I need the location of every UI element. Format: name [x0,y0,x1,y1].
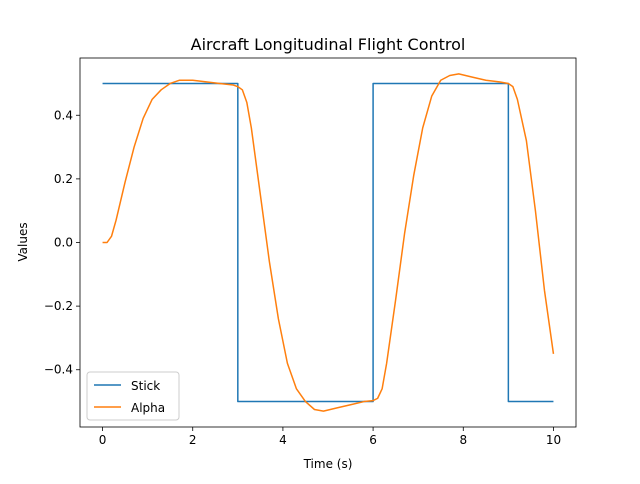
legend-label-alpha: Alpha [131,401,165,415]
y-tick-label: 0.0 [54,236,73,250]
series-line-alpha [102,73,555,412]
y-tick-label: 0.2 [54,172,73,186]
legend-box [86,371,180,421]
x-tick-label: 8 [459,433,467,447]
y-tick-label: −0.4 [44,363,73,377]
x-axis-label: Time (s) [303,457,353,471]
chart-title: Aircraft Longitudinal Flight Control [191,35,466,54]
y-tick-label: 0.4 [54,108,73,122]
x-tick-label: 6 [369,433,377,447]
x-tick-label: 10 [546,433,561,447]
x-tick-label: 0 [99,433,107,447]
series-layer [102,73,555,412]
axes-layer: 0 2 4 6 8 10 −0.4 −0.2 0.0 0.2 0.4 [44,57,577,447]
legend-label-stick: Stick [131,379,160,393]
series-line-stick [102,82,554,403]
y-tick-label: −0.2 [44,299,73,313]
x-tick-label: 4 [279,433,287,447]
legend: Stick Alpha [86,371,180,421]
x-tick-label: 2 [189,433,197,447]
y-axis-label: Values [16,222,30,261]
